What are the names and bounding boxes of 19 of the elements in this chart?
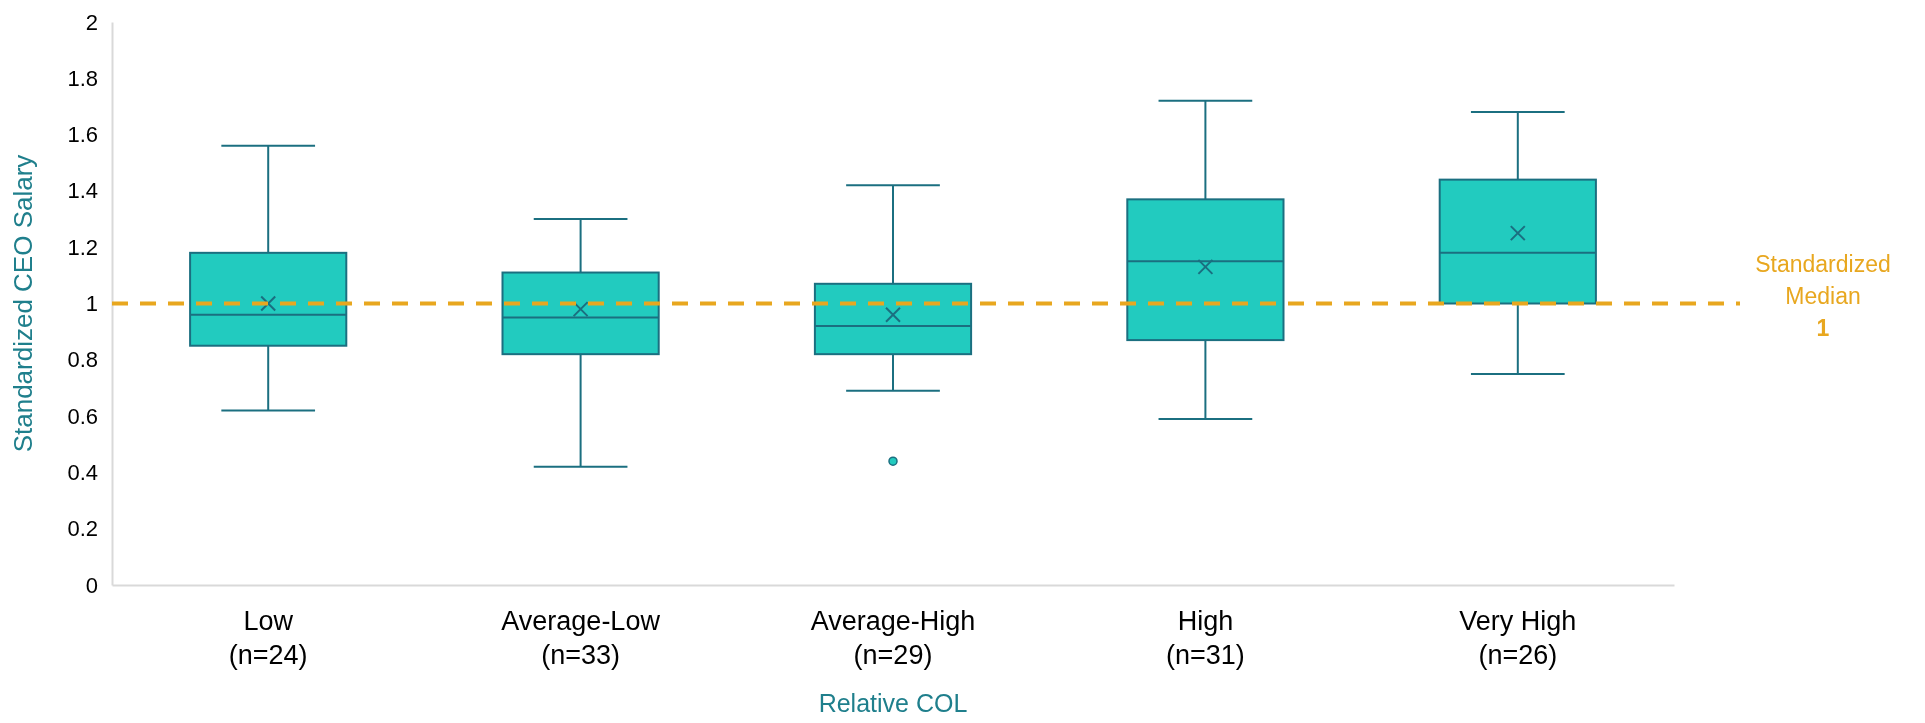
y-tick-label: 0.2 bbox=[67, 516, 98, 542]
x-tick-label: Average-High (n=29) bbox=[810, 606, 976, 670]
x-tick-label: Average-Low (n=33) bbox=[501, 606, 661, 670]
y-tick-label: 0 bbox=[85, 572, 98, 598]
y-tick-label: 2 bbox=[85, 9, 98, 35]
x-axis-title: Relative COL bbox=[818, 689, 968, 717]
y-tick-label: 1 bbox=[85, 291, 98, 317]
x-tick-label: Very High (n=26) bbox=[1459, 606, 1577, 670]
y-tick-label: 1.8 bbox=[67, 65, 98, 91]
y-tick-label: 1.6 bbox=[67, 122, 98, 148]
y-tick-label: 1.4 bbox=[67, 178, 98, 204]
x-tick-label: High (n=31) bbox=[1165, 606, 1245, 670]
x-tick-label: Low (n=24) bbox=[228, 606, 308, 670]
y-tick-label: 0.8 bbox=[67, 347, 98, 373]
y-tick-label: 1.2 bbox=[67, 234, 98, 260]
y-axis-title: Standardized CEO Salary bbox=[8, 154, 38, 453]
y-tick-label: 0.4 bbox=[67, 459, 98, 485]
y-tick-label: 0.6 bbox=[67, 403, 98, 429]
ref-line-label: Standardized Median 1 bbox=[1755, 250, 1891, 341]
